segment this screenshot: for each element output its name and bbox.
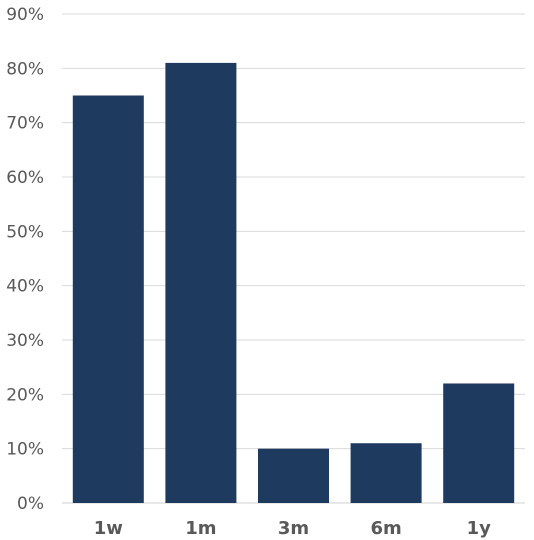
y-tick-label: 20%: [6, 385, 44, 405]
y-tick-label: 0%: [17, 494, 44, 514]
bar-1w: [72, 95, 144, 503]
bar-6m: [350, 443, 422, 503]
x-axis-tick-labels: 1w 1m 3m 6m 1y: [94, 518, 491, 539]
bars: [72, 62, 515, 504]
bar-3m: [258, 448, 329, 503]
y-axis-tick-labels: 0% 10% 20% 30% 40% 50% 60% 70% 80% 90%: [6, 5, 44, 514]
y-tick-label: 70%: [6, 114, 44, 134]
y-tick-label: 90%: [6, 5, 44, 25]
x-tick-label-1y: 1y: [467, 518, 492, 539]
y-tick-label: 40%: [6, 277, 44, 297]
x-tick-label-1m: 1m: [185, 518, 216, 539]
y-tick-label: 80%: [6, 59, 44, 79]
y-tick-label: 60%: [6, 168, 44, 188]
bar-1y: [443, 383, 515, 503]
x-tick-label-6m: 6m: [370, 518, 401, 539]
y-tick-label: 50%: [6, 222, 44, 242]
y-tick-label: 10%: [6, 440, 44, 460]
x-tick-label-1w: 1w: [94, 518, 123, 539]
y-tick-label: 30%: [6, 331, 44, 351]
bar-1m: [165, 62, 237, 504]
x-tick-label-3m: 3m: [278, 518, 309, 539]
